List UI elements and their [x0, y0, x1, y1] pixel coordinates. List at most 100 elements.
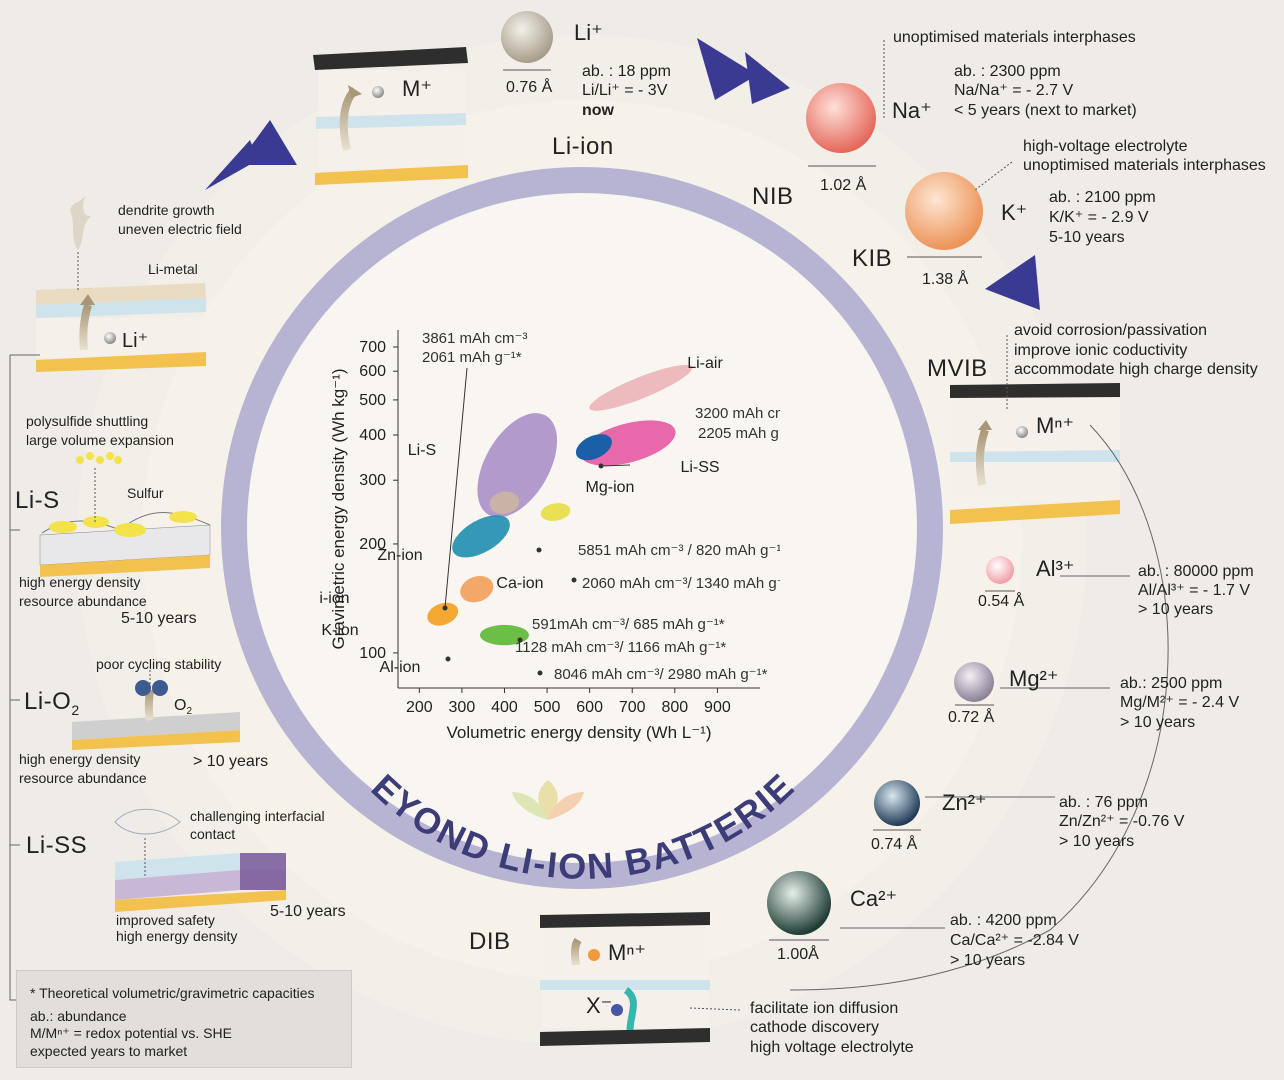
region-li-ion: [452, 515, 510, 558]
mg-symbol: Mg²⁺: [1009, 666, 1059, 691]
m-plus-label: M⁺: [402, 76, 432, 101]
li-potential: Li/Li⁺ = - 3V: [582, 82, 668, 99]
zn-years: > 10 years: [1059, 833, 1135, 850]
k-potential: K/K⁺ = - 2.9 V: [1049, 209, 1149, 226]
dib-label: DIB: [469, 928, 511, 955]
li-sphere-icon: [501, 11, 553, 63]
region-k-ion: [460, 575, 494, 603]
liss-label: Li-SS: [26, 832, 88, 859]
annotation-leader: [444, 367, 468, 609]
dendrite-note-1: dendrite growth: [118, 202, 215, 218]
kib-label: KIB: [852, 245, 893, 272]
sulfur-label: Sulfur: [127, 485, 164, 501]
annotation-dot: [442, 605, 448, 611]
region-na-ion: [427, 602, 459, 626]
annotation-li-air-1: 3200 mAh cm⁻³: [695, 405, 780, 422]
region-ca-ion: [540, 503, 571, 522]
dib-battery-graphic: [540, 912, 710, 1046]
na-radius: 1.02 Å: [820, 177, 867, 194]
lio2-adv-1: high energy density: [19, 751, 141, 767]
mvib-note-3: accommodate high charge density: [1014, 361, 1258, 378]
nib-note: unoptimised materials interphases: [893, 29, 1136, 46]
k-abundance: ab. : 2100 ppm: [1049, 189, 1156, 206]
legend-line-2: ab.: abundance: [30, 1008, 127, 1024]
lotus-icon: [512, 780, 584, 820]
liss-adv-1: improved safety: [116, 912, 215, 928]
na-symbol: Na⁺: [892, 98, 932, 123]
x-tick-label: 900: [704, 699, 731, 716]
kib-note-1: high-voltage electrolyte: [1023, 138, 1188, 155]
kib-note-2: unoptimised materials interphases: [1023, 157, 1266, 174]
mvib-mn: Mⁿ⁺: [1036, 413, 1074, 438]
region-label-k-ion: K-ion: [321, 622, 358, 639]
region-label-al-ion: Al-ion: [380, 659, 421, 676]
flow-arrow-icon: [205, 38, 1040, 310]
ca-radius: 1.00Å: [777, 946, 819, 963]
al-symbol: Al³⁺: [1036, 556, 1075, 581]
lis-adv-2: resource abundance: [19, 593, 147, 609]
mvib-battery-graphic: [950, 383, 1120, 524]
k-years: 5-10 years: [1049, 229, 1125, 246]
y-tick-label: 500: [359, 392, 386, 409]
ca-potential: Ca/Ca²⁺ = -2.84 V: [950, 932, 1079, 949]
na-potential: Na/Na⁺ = - 2.7 V: [954, 82, 1074, 99]
y-tick-label: 700: [359, 339, 386, 356]
region-label-li-ion: Li-ion: [320, 590, 350, 607]
lis-label: Li-S: [15, 487, 60, 514]
lis-note-2: large volume expansion: [26, 432, 174, 448]
ca-symbol: Ca²⁺: [850, 886, 898, 911]
na-years: < 5 years (next to market): [954, 102, 1137, 119]
zn-potential: Zn/Zn²⁺ = -0.76 V: [1059, 813, 1185, 830]
ca-years: > 10 years: [950, 952, 1026, 969]
region-label-zn-ion: Zn-ion: [377, 547, 422, 564]
liss-note-2: contact: [190, 826, 236, 842]
lio2-adv-2: resource abundance: [19, 770, 147, 786]
li-now: now: [582, 102, 614, 119]
na-sphere-icon: [806, 83, 876, 153]
region-zn-ion: [489, 491, 520, 514]
mg-radius: 0.72 Å: [948, 709, 995, 726]
y-tick-label: 600: [359, 363, 386, 380]
ca-abundance: ab. : 4200 ppm: [950, 912, 1057, 929]
zn-sphere-icon: [874, 780, 920, 826]
dib-note-1: facilitate ion diffusion: [750, 1000, 899, 1017]
x-tick-label: 800: [661, 699, 688, 716]
liss-adv-2: high energy density: [116, 928, 238, 944]
mg-potential: Mg/M²⁺ = - 2.4 V: [1120, 694, 1240, 711]
li-ss-battery-graphic: [114, 808, 286, 912]
liss-note-1: challenging interfacial: [190, 808, 325, 824]
li-metal-li: Li⁺: [122, 330, 149, 352]
o2-label: O2: [174, 697, 193, 717]
y-tick-label: 400: [359, 427, 386, 444]
dendrite-note-2: uneven electric field: [118, 221, 242, 237]
region-label-mg-ion: Mg-ion: [586, 479, 635, 496]
region-li-ss: [580, 420, 676, 466]
mg-years: > 10 years: [1120, 714, 1196, 731]
lio2-note: poor cycling stability: [96, 656, 222, 672]
lio2-label: Li-O2: [24, 688, 80, 718]
region-label-li-air: Li-air: [687, 355, 723, 372]
dib-note-3: high voltage electrolyte: [750, 1039, 914, 1056]
x-tick-label: 600: [576, 699, 603, 716]
annotation-dot: [517, 637, 523, 643]
annotation-li-s-1: 3861 mAh cm⁻³: [422, 330, 527, 347]
al-potential: Al/Al³⁺ = - 1.7 V: [1138, 582, 1251, 599]
dib-note-2: cathode discovery: [750, 1019, 879, 1036]
region-label-li-ss: Li-SS: [680, 459, 719, 476]
mvib-label: MVIB: [927, 355, 988, 382]
dib-mn: Mⁿ⁺: [608, 940, 646, 965]
li-abundance: ab. : 18 ppm: [582, 63, 671, 80]
ca-sphere-icon: [767, 871, 831, 935]
zn-radius: 0.74 Å: [871, 836, 918, 853]
li-symbol: Li⁺: [574, 20, 603, 45]
region-li-s: [477, 413, 558, 518]
annotation-dot: [537, 670, 543, 676]
y-tick-label: 200: [359, 536, 386, 553]
annotation-6: 8046 mAh cm⁻³/ 2980 mAh g⁻¹*: [554, 666, 768, 683]
li-radius: 0.76 Å: [506, 79, 553, 96]
lio2-years: > 10 years: [193, 753, 269, 770]
mg-sphere-icon: [954, 662, 994, 702]
y-tick-label: 300: [359, 472, 386, 489]
